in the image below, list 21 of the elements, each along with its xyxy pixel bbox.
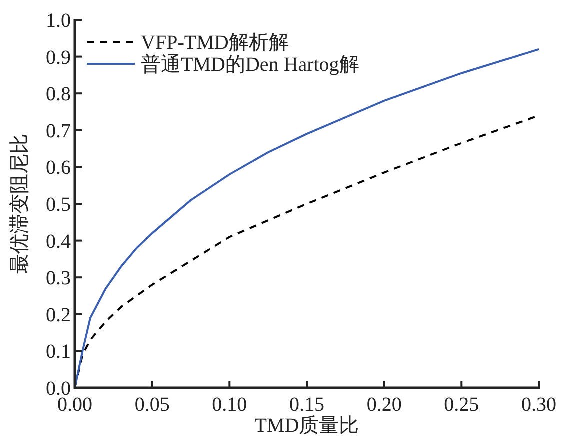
y-axis-title: 最优滞变阻尼比: [9, 134, 31, 274]
y-tick-label: 0.5: [46, 194, 71, 216]
x-tick-label: 0.00: [58, 394, 92, 416]
y-tick-label: 0.9: [46, 46, 71, 69]
y-tick-label: 0.8: [46, 84, 71, 106]
legend-label: VFP-TMD解析解: [141, 32, 289, 54]
x-tick-label: 0.15: [290, 394, 324, 416]
x-tick-label: 0.30: [522, 394, 556, 416]
y-tick-label: 0.2: [46, 304, 71, 326]
x-tick-label: 0.25: [444, 394, 480, 416]
x-tick-label: 0.10: [212, 394, 248, 416]
y-tick-label: 1.0: [46, 10, 71, 32]
y-tick-label: 0.4: [46, 230, 71, 253]
legend-label: 普通TMD的Den Hartog解: [141, 53, 360, 76]
x-axis-title: TMD质量比: [254, 415, 360, 437]
y-tick-label: 0.3: [46, 268, 71, 290]
y-tick-label: 0.6: [46, 157, 71, 180]
y-tick-label: 0.7: [46, 120, 71, 142]
y-tick-label: 0.1: [46, 341, 71, 364]
x-tick-label: 0.05: [134, 394, 170, 416]
x-tick-label: 0.20: [366, 394, 402, 416]
